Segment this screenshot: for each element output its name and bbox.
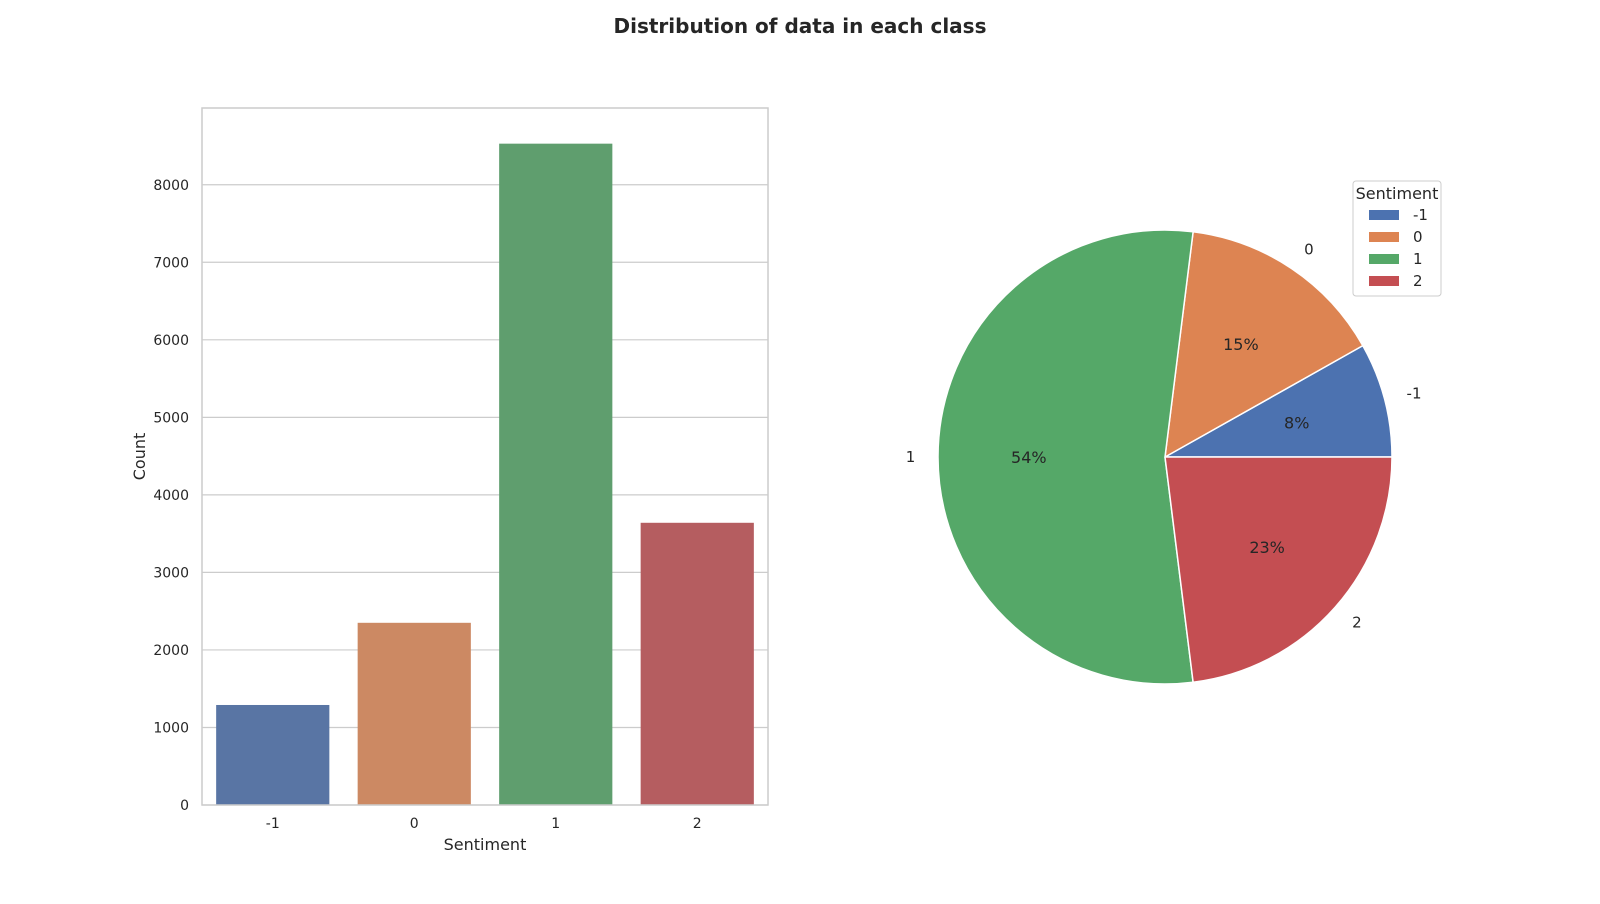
y-tick-label: 2000 xyxy=(153,643,189,659)
y-tick-label: 3000 xyxy=(153,565,189,581)
legend-entry-label: -1 xyxy=(1413,206,1428,224)
y-tick-label: 6000 xyxy=(153,333,189,349)
y-tick-label: 7000 xyxy=(153,255,189,271)
legend-entry-label: 0 xyxy=(1413,228,1423,246)
y-tick-label: 4000 xyxy=(153,488,189,504)
bar-2 xyxy=(640,522,754,805)
legend-title: Sentiment xyxy=(1356,184,1439,203)
x-tick-label: -1 xyxy=(266,816,280,832)
pie-percent-label: 23% xyxy=(1249,538,1285,557)
plot-frame xyxy=(201,107,769,806)
figure-title: Distribution of data in each class xyxy=(614,14,987,38)
y-tick-label: 1000 xyxy=(153,720,189,736)
pie-category-label: -1 xyxy=(1407,385,1422,403)
x-tick-label: 1 xyxy=(551,816,560,832)
x-tick-label: 2 xyxy=(693,816,702,832)
y-axis-label: Count xyxy=(130,433,149,481)
legend-swatch xyxy=(1369,276,1399,286)
legend-swatch xyxy=(1369,232,1399,242)
x-tick-label: 0 xyxy=(410,816,419,832)
bar-0 xyxy=(357,622,471,805)
bar-1 xyxy=(499,143,613,806)
pie-category-label: 1 xyxy=(906,448,916,466)
pie-slice-1 xyxy=(937,229,1194,685)
pie-percent-label: 8% xyxy=(1284,413,1309,432)
pie-percent-label: 54% xyxy=(1011,448,1047,467)
legend-entry-label: 1 xyxy=(1413,250,1423,268)
legend-entry-label: 2 xyxy=(1413,272,1423,290)
y-tick-label: 5000 xyxy=(153,410,189,426)
pie-category-label: 2 xyxy=(1352,613,1362,631)
legend-swatch xyxy=(1369,254,1399,264)
pie-legend: Sentiment -1 0 1 2 xyxy=(1352,180,1442,297)
bar-chart: 0 1000 2000 3000 4000 5000 6000 7000 8000 -1 0 1 2 Se… xyxy=(130,107,769,854)
y-tick-label: 8000 xyxy=(153,178,189,194)
x-axis-label: Sentiment xyxy=(444,835,527,854)
y-tick-label: 0 xyxy=(180,798,189,814)
bar--1 xyxy=(216,704,330,805)
pie-slice--1 xyxy=(1164,344,1393,458)
pie-slice-0 xyxy=(1164,230,1364,458)
pie-category-label: 0 xyxy=(1304,241,1314,259)
pie-slice-2 xyxy=(1164,456,1393,684)
pie-percent-label: 15% xyxy=(1223,335,1259,354)
legend-swatch xyxy=(1369,210,1399,220)
pie-chart: 8% -1 15% 0 54% 1 23% 2 Sentiment -1 0 1 2 xyxy=(906,180,1442,685)
